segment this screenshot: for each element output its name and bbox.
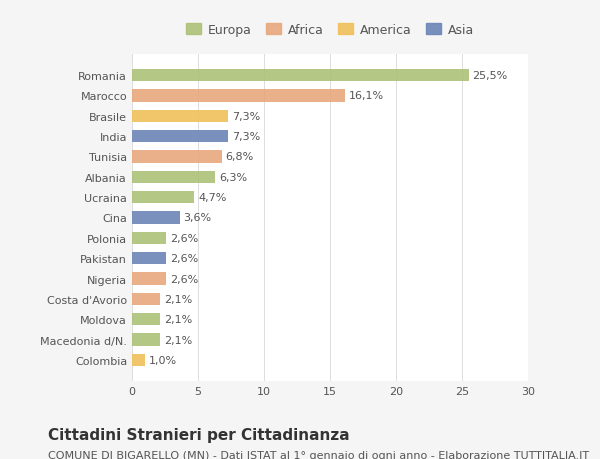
Text: 2,1%: 2,1%: [164, 294, 192, 304]
Bar: [132, 273, 166, 285]
Text: 2,6%: 2,6%: [170, 254, 199, 263]
Text: 2,1%: 2,1%: [164, 335, 192, 345]
Text: 2,6%: 2,6%: [170, 233, 199, 243]
Bar: [132, 171, 215, 184]
Bar: [132, 131, 229, 143]
Text: 2,1%: 2,1%: [164, 314, 192, 325]
Bar: [132, 334, 160, 346]
Text: 25,5%: 25,5%: [473, 71, 508, 81]
Bar: [132, 354, 145, 366]
Bar: [132, 70, 469, 82]
Text: 7,3%: 7,3%: [232, 112, 260, 122]
Bar: [132, 313, 160, 325]
Text: 6,8%: 6,8%: [226, 152, 254, 162]
Text: 1,0%: 1,0%: [149, 355, 177, 365]
Bar: [132, 232, 166, 244]
Bar: [132, 212, 179, 224]
Bar: [132, 151, 222, 163]
Bar: [132, 192, 194, 204]
Text: COMUNE DI BIGARELLO (MN) - Dati ISTAT al 1° gennaio di ogni anno - Elaborazione : COMUNE DI BIGARELLO (MN) - Dati ISTAT al…: [48, 450, 589, 459]
Legend: Europa, Africa, America, Asia: Europa, Africa, America, Asia: [181, 19, 479, 42]
Text: 7,3%: 7,3%: [232, 132, 260, 142]
Bar: [132, 90, 344, 102]
Bar: [132, 111, 229, 123]
Text: Cittadini Stranieri per Cittadinanza: Cittadini Stranieri per Cittadinanza: [48, 427, 350, 442]
Text: 16,1%: 16,1%: [349, 91, 383, 101]
Bar: [132, 293, 160, 305]
Text: 6,3%: 6,3%: [219, 173, 247, 182]
Text: 2,6%: 2,6%: [170, 274, 199, 284]
Text: 4,7%: 4,7%: [198, 193, 226, 203]
Bar: [132, 252, 166, 265]
Text: 3,6%: 3,6%: [184, 213, 212, 223]
